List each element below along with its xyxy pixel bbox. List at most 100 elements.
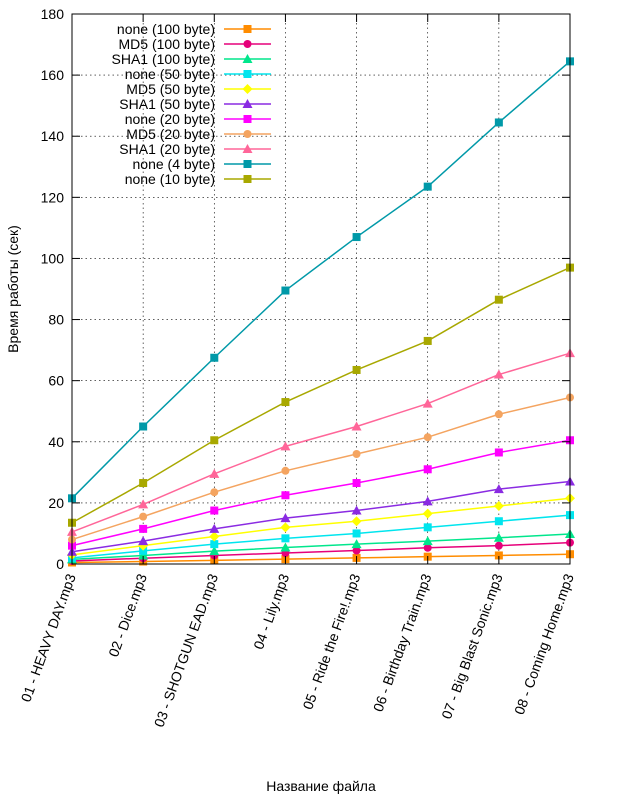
data-point	[352, 546, 361, 555]
series-7	[68, 393, 574, 544]
legend-entry: SHA1 (50 byte)	[119, 96, 271, 112]
data-point	[209, 531, 220, 542]
x-tick-label: 04 - Lily.mp3	[250, 571, 292, 651]
data-point	[352, 479, 361, 488]
data-point	[423, 465, 432, 474]
data-point	[138, 536, 149, 546]
y-tick-label: 20	[48, 495, 64, 511]
legend-label: SHA1 (20 byte)	[119, 141, 215, 157]
series-line	[71, 352, 571, 533]
series-line	[71, 480, 571, 553]
data-point	[494, 448, 503, 457]
x-tick-label: 06 - Birthday Train.mp3	[370, 571, 435, 713]
series-line	[71, 439, 571, 547]
data-point	[280, 522, 291, 533]
legend-label: none (100 byte)	[117, 21, 215, 37]
legend-swatch-marker	[242, 84, 253, 94]
legend-swatch-marker	[243, 70, 252, 78]
data-point	[139, 524, 148, 533]
data-point	[281, 491, 290, 500]
x-tick-label: 07 - Big Blast Sonic.mp3	[438, 571, 506, 721]
legend-entry: none (20 byte)	[125, 111, 271, 127]
legend-swatch-marker	[242, 99, 253, 108]
data-point	[422, 398, 433, 408]
series-line	[71, 60, 571, 499]
y-tick-label: 140	[41, 128, 65, 144]
series-line	[71, 514, 571, 559]
data-point	[494, 295, 503, 304]
legend-swatch-marker	[243, 160, 252, 168]
legend-entry: none (50 byte)	[125, 66, 271, 82]
axis-ticks: 0 20 40 60 80 100 120 140 160 180 01 - HEAVY DAY.m…	[18, 6, 577, 729]
data-point	[280, 542, 291, 552]
data-point	[423, 336, 432, 345]
data-point	[281, 534, 290, 543]
data-point	[494, 517, 503, 526]
series-line	[71, 541, 571, 562]
data-point	[352, 233, 361, 242]
series-line	[71, 497, 571, 556]
y-tick-label: 160	[41, 67, 65, 83]
data-point	[494, 118, 503, 127]
data-point	[351, 421, 362, 431]
x-tick-label: 03 - SHOTGUN EAD.mp3	[151, 571, 221, 729]
legend-entry: none (4 byte)	[133, 156, 271, 172]
data-point	[494, 551, 503, 560]
legend-entry: MD5 (50 byte)	[126, 81, 271, 97]
x-tick-label: 01 - HEAVY DAY.mp3	[18, 571, 79, 704]
data-point	[210, 488, 219, 497]
legend-entry: none (100 byte)	[117, 21, 271, 37]
data-point	[280, 513, 291, 523]
legend-swatch-marker	[242, 54, 253, 63]
y-tick-label: 120	[41, 189, 65, 205]
legend-swatch-marker	[243, 175, 252, 183]
data-point	[139, 546, 148, 555]
data-point	[138, 550, 149, 560]
data-point	[138, 499, 149, 509]
legend-label: none (4 byte)	[133, 156, 216, 172]
legend-label: none (50 byte)	[125, 66, 215, 82]
legend-label: none (10 byte)	[125, 171, 215, 187]
y-tick-label: 100	[41, 250, 65, 266]
y-tick-label: 0	[56, 556, 64, 572]
legend-label: SHA1 (50 byte)	[119, 96, 215, 112]
legend-swatch-marker	[243, 40, 252, 48]
data-point	[351, 516, 362, 527]
data-point	[493, 484, 504, 494]
data-point	[423, 433, 432, 442]
legend-swatch-marker	[243, 25, 252, 33]
data-point	[493, 369, 504, 379]
data-point	[422, 536, 433, 546]
plot-frame	[71, 13, 571, 565]
y-tick-label: 180	[41, 6, 65, 22]
data-point	[423, 543, 432, 552]
data-point	[139, 512, 148, 521]
y-axis-title: Время работы (сек)	[5, 225, 21, 353]
legend-label: none (20 byte)	[125, 111, 215, 127]
data-point	[493, 532, 504, 542]
legend-label: MD5 (100 byte)	[119, 36, 215, 52]
data-point	[422, 508, 433, 519]
data-point	[139, 479, 148, 488]
y-tick-label: 60	[48, 373, 64, 389]
y-tick-label: 80	[48, 312, 64, 328]
data-point	[210, 506, 219, 515]
data-point	[422, 496, 433, 506]
data-point	[210, 540, 219, 549]
legend-entry: SHA1 (100 byte)	[112, 51, 271, 67]
data-point	[423, 523, 432, 532]
legend-entry: MD5 (100 byte)	[119, 36, 271, 52]
legend-entry: none (10 byte)	[125, 171, 271, 187]
data-point	[352, 529, 361, 538]
data-point	[281, 466, 290, 475]
legend-label: MD5 (50 byte)	[126, 81, 215, 97]
data-point	[351, 505, 362, 515]
legend-label: SHA1 (100 byte)	[112, 51, 216, 67]
legend: none (100 byte)MD5 (100 byte)SHA1 (100 b…	[112, 21, 271, 187]
data-point	[352, 450, 361, 458]
data-point	[423, 182, 432, 191]
series-line	[71, 266, 571, 524]
data-point	[209, 523, 220, 533]
y-tick-label: 40	[48, 434, 64, 450]
